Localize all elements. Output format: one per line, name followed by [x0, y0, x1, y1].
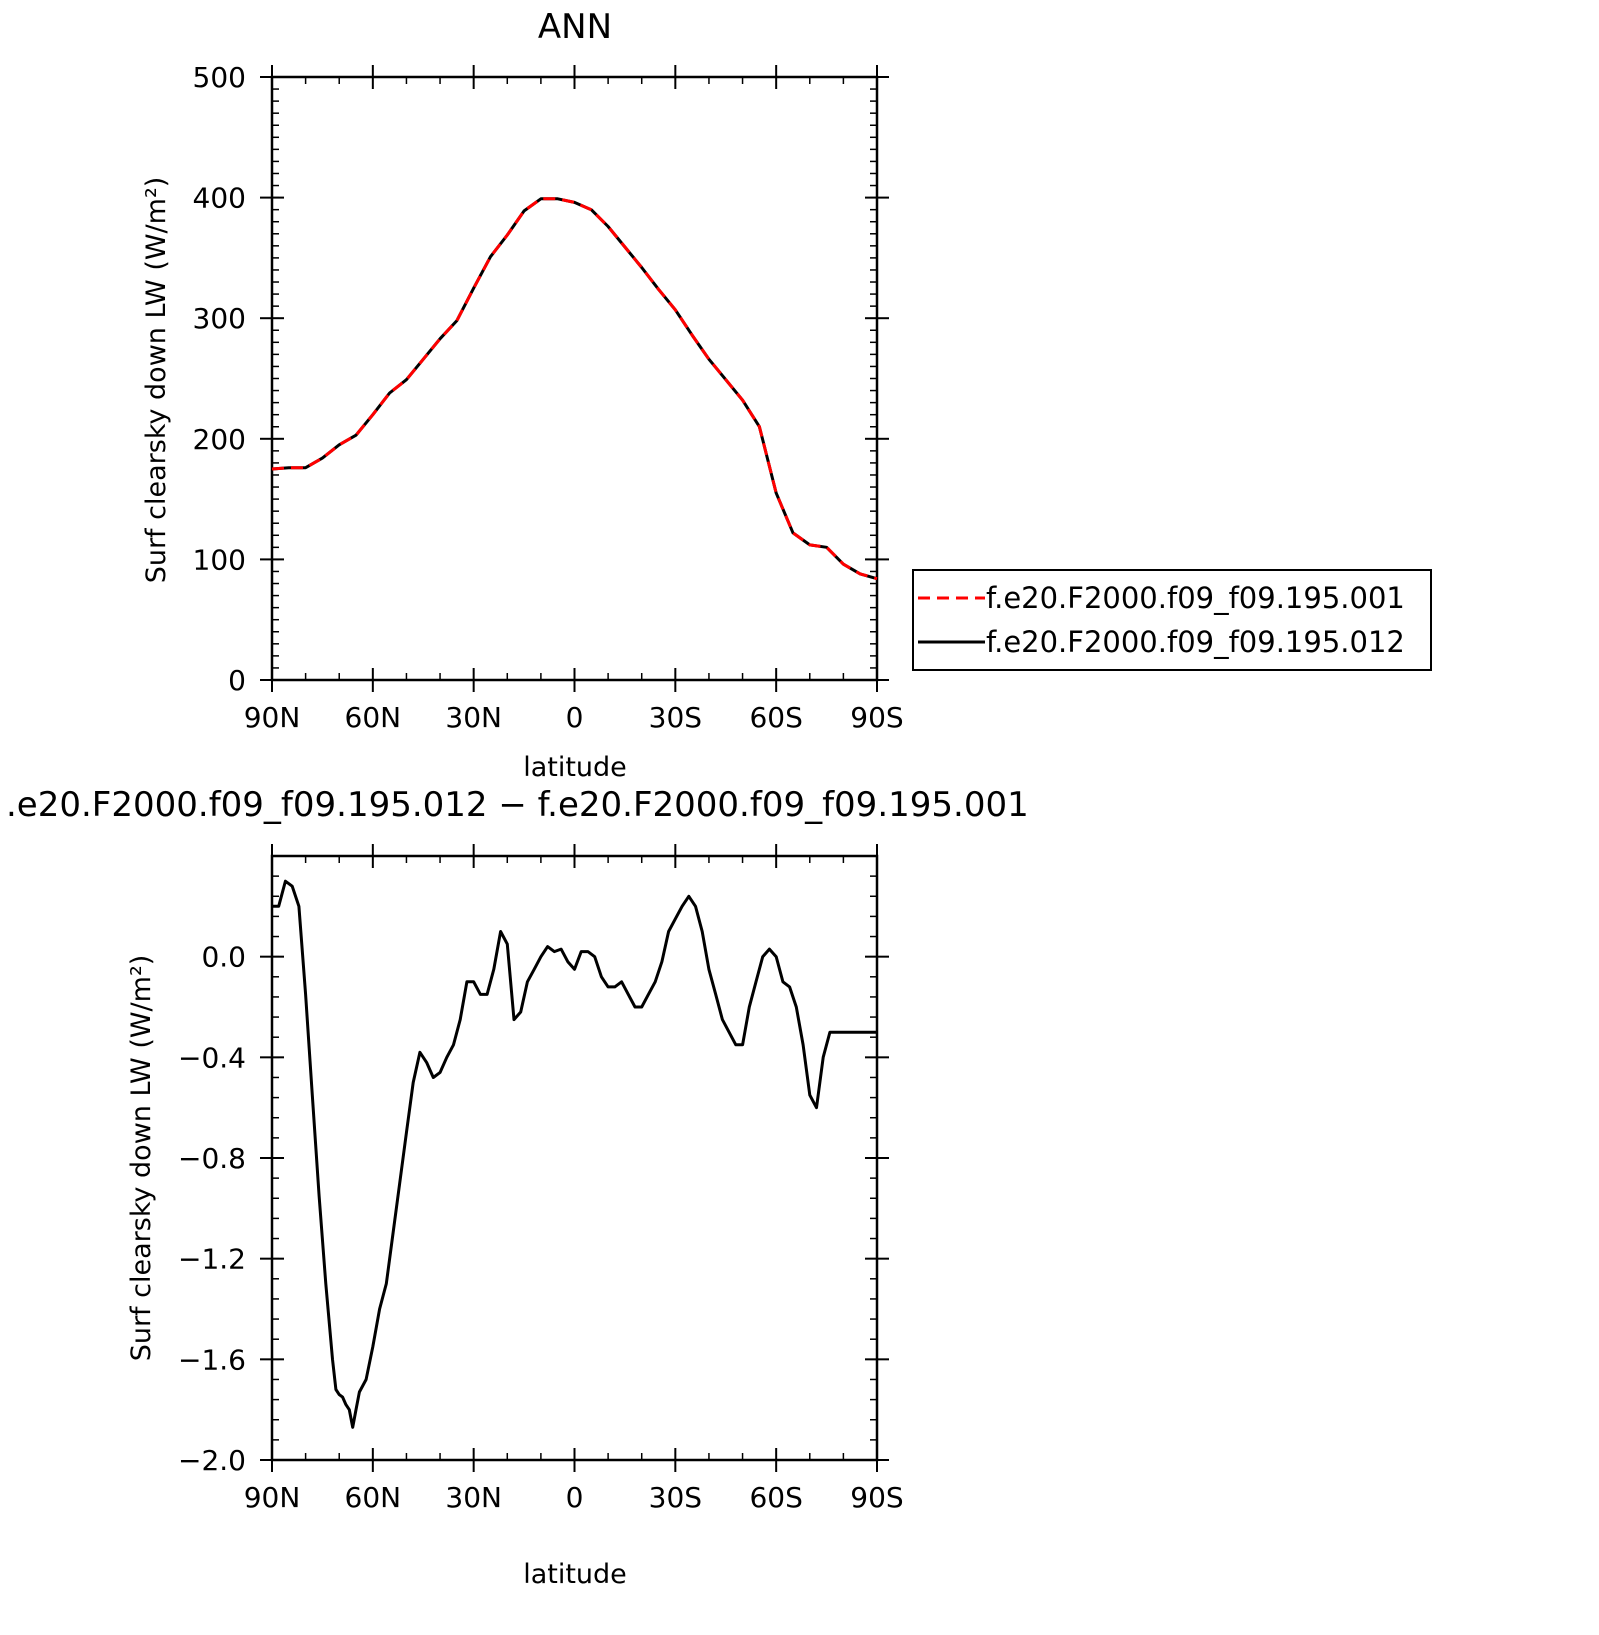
- bottom-axis-ticks: 90N 60N 30N 0 30S 60S 90S −2.0 −1.6 −1.2 −0.8 −0.4 0…: [178, 844, 904, 1514]
- legend-label-run012: f.e20.F2000.f09_f09.195.012: [986, 625, 1405, 659]
- bottom-x-tick-label: 60N: [345, 1481, 402, 1514]
- bottom-x-tick-label: 30S: [649, 1481, 702, 1514]
- legend: f.e20.F2000.f09_f09.195.001 f.e20.F2000.…: [912, 569, 1432, 671]
- legend-box: [912, 569, 1432, 671]
- top-x-tick-label: 0: [566, 701, 584, 734]
- top-x-tick-label: 60S: [749, 701, 802, 734]
- top-y-tick-label: 300: [193, 302, 246, 335]
- bottom-plot-frame: [270, 854, 879, 1462]
- bottom-y-tick-label: −0.8: [178, 1142, 246, 1175]
- top-plot-frame: [270, 75, 879, 682]
- top-chart: ANN 90N 60N 30N 0 30S 60S 90S0100200300400500 …: [141, 7, 1432, 783]
- bottom-y-tick-label: −0.4: [178, 1041, 246, 1074]
- bottom-x-tick-label: 0: [566, 1481, 584, 1514]
- top-y-axis-label: Surf clearsky down LW (W/m²): [141, 177, 172, 584]
- top-chart-title: ANN: [538, 7, 612, 47]
- top-series-line-0: [271, 197, 878, 581]
- bottom-x-tick-label: 60S: [749, 1481, 802, 1514]
- top-x-tick-label: 30N: [445, 701, 502, 734]
- top-x-tick-label: 90S: [850, 701, 903, 734]
- top-x-tick-label: 90N: [244, 701, 301, 734]
- top-x-tick-label: 30S: [649, 701, 702, 734]
- bottom-chart-title: .e20.F2000.f09_f09.195.012 − f.e20.F2000…: [6, 785, 1029, 825]
- top-y-tick-label: 400: [193, 182, 246, 215]
- bottom-y-tick-label: −1.2: [178, 1243, 246, 1276]
- bottom-y-tick-label: −1.6: [178, 1343, 246, 1376]
- bottom-chart: .e20.F2000.f09_f09.195.012 − f.e20.F2000…: [6, 785, 1029, 1590]
- top-y-tick-label: 0: [228, 664, 246, 697]
- top-y-tick-label: 200: [193, 423, 246, 456]
- bottom-series-line-0: [272, 879, 877, 1429]
- top-series-group: [271, 197, 878, 581]
- bottom-y-tick-label: 0.0: [201, 941, 246, 974]
- bottom-x-tick-label: 90N: [244, 1481, 301, 1514]
- top-x-axis-label: latitude: [523, 752, 627, 783]
- bottom-y-axis-label: Surf clearsky down LW (W/m²): [126, 955, 157, 1362]
- bottom-x-tick-label: 90S: [850, 1481, 903, 1514]
- legend-label-run001: f.e20.F2000.f09_f09.195.001: [986, 581, 1405, 615]
- top-series-line-1: [271, 197, 878, 581]
- bottom-x-axis-label: latitude: [523, 1559, 627, 1590]
- top-y-tick-label: 500: [193, 61, 246, 94]
- bottom-x-tick-label: 30N: [445, 1481, 502, 1514]
- bottom-y-tick-label: −2.0: [178, 1444, 246, 1477]
- top-axis-ticks: 90N 60N 30N 0 30S 60S 90S 0 100 200 300 400 500: [193, 61, 904, 734]
- top-y-tick-label: 100: [193, 543, 246, 576]
- bottom-series-group: [272, 879, 877, 1429]
- top-x-tick-label: 60N: [345, 701, 402, 734]
